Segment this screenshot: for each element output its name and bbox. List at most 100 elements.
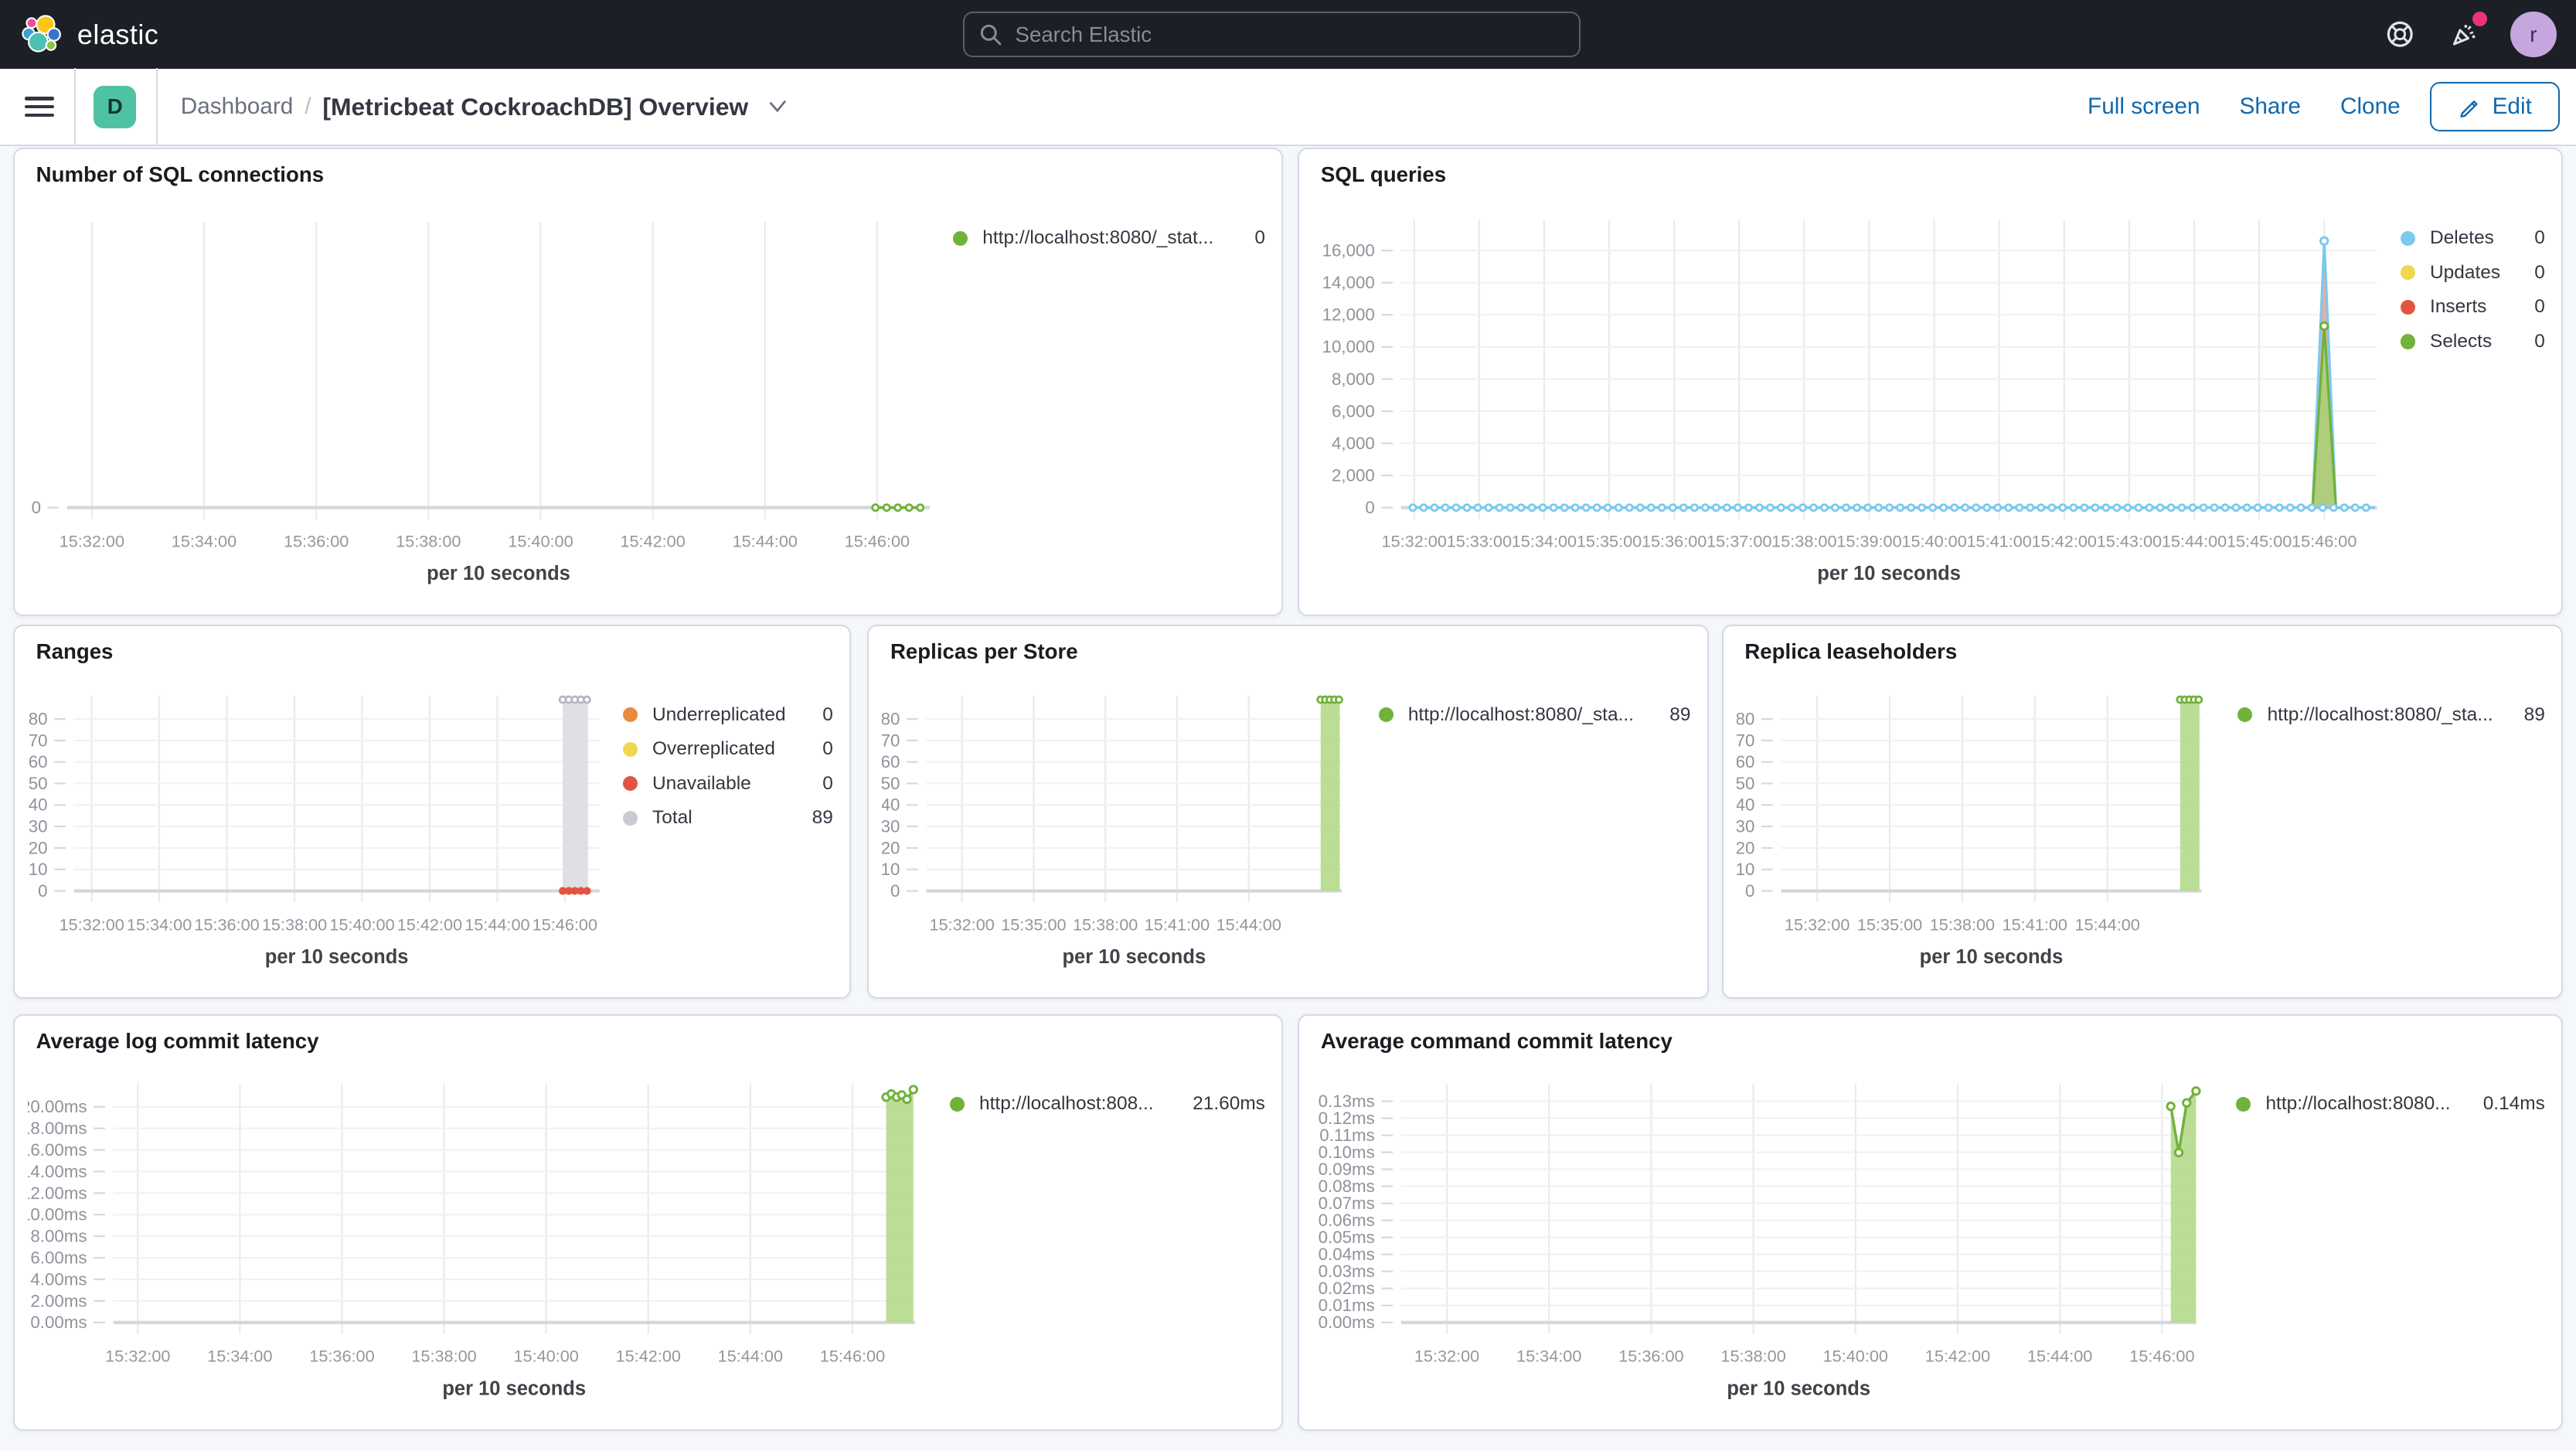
svg-text:per 10 seconds: per 10 seconds [1063, 946, 1206, 968]
chart-average-log-commit-latency[interactable]: 15:32:00 15:34:00 15:36:00 15:38:00 15:40:00… [28, 1064, 1268, 1416]
legend-item[interactable]: Total 89 [622, 805, 833, 831]
svg-text:8,000: 8,000 [1332, 370, 1375, 389]
svg-text:per 10 seconds: per 10 seconds [265, 946, 409, 968]
svg-text:per 10 seconds: per 10 seconds [1818, 563, 1962, 584]
svg-text:70: 70 [29, 731, 48, 750]
svg-text:15:32:00: 15:32:00 [60, 532, 124, 551]
search-input[interactable]: Search Elastic [962, 11, 1581, 58]
legend-series-value: 0 [822, 703, 833, 725]
svg-text:15:42:00: 15:42:00 [397, 915, 462, 934]
svg-text:15:32:00: 15:32:00 [1382, 532, 1447, 551]
svg-text:15:40:00: 15:40:00 [508, 532, 573, 551]
elastic-logo[interactable]: elastic [0, 13, 158, 56]
svg-text:15:32:00: 15:32:00 [1785, 915, 1849, 934]
legend-item[interactable]: http://localhost:8080/_sta... 89 [2237, 702, 2545, 728]
svg-text:4.00ms: 4.00ms [30, 1270, 87, 1289]
legend-item[interactable]: Inserts 0 [2400, 294, 2545, 320]
legend-series-label: Selects [2430, 330, 2493, 352]
svg-text:10: 10 [29, 860, 48, 879]
svg-text:15:46:00: 15:46:00 [820, 1347, 885, 1366]
legend-item[interactable]: Selects 0 [2400, 329, 2545, 355]
share-button[interactable]: Share [2239, 94, 2301, 120]
legend-item[interactable]: Deletes 0 [2400, 225, 2545, 251]
legend-item[interactable]: http://localhost:808... 21.60ms [949, 1091, 1265, 1117]
legend-series-value: 0 [1254, 227, 1265, 249]
avatar-initial: r [2530, 22, 2537, 46]
legend-item[interactable]: Underreplicated 0 [622, 702, 833, 728]
full-screen-button[interactable]: Full screen [2088, 94, 2200, 120]
chart-number-of-sql-connections[interactable]: 15:32:00 15:34:00 15:36:00 15:38:00 15:40:00… [28, 199, 1268, 601]
svg-text:per 10 seconds: per 10 seconds [1919, 946, 2063, 968]
chart-legend: Underreplicated 0 Overreplicated 0 Unavailab… [622, 702, 833, 832]
svg-text:15:40:00: 15:40:00 [1902, 532, 1967, 551]
svg-text:15:42:00: 15:42:00 [2032, 532, 2097, 551]
chart-sql-queries[interactable]: 15:32:00 15:33:00 15:34:00 15:35:00 15:36:00… [1312, 199, 2548, 601]
svg-text:15:37:00: 15:37:00 [1707, 532, 1771, 551]
svg-text:15:34:00: 15:34:00 [207, 1347, 272, 1366]
chart-ranges[interactable]: 15:32:00 15:34:00 15:36:00 15:38:00 15:40:00… [28, 676, 836, 985]
svg-text:0.05ms: 0.05ms [1319, 1228, 1375, 1247]
legend-series-dot [2237, 707, 2253, 723]
legend-item[interactable]: Updates 0 [2400, 260, 2545, 286]
breadcrumb: Dashboard / [Metricbeat CockroachDB] Ove… [181, 93, 788, 121]
chart-legend: http://localhost:8080/_sta... 89 [2237, 702, 2545, 728]
user-avatar[interactable]: r [2510, 11, 2557, 58]
svg-text:15:34:00: 15:34:00 [1516, 1347, 1581, 1366]
svg-text:20.00ms: 20.00ms [28, 1098, 87, 1117]
help-icon[interactable] [2382, 16, 2418, 53]
chart-replica-leaseholders[interactable]: 15:32:00 15:35:00 15:38:00 15:41:00 15:44:00… [1737, 676, 2548, 985]
clone-button[interactable]: Clone [2339, 94, 2401, 120]
svg-text:70: 70 [1737, 731, 1754, 750]
legend-series-label: http://localhost:8080/_sta... [2267, 703, 2493, 725]
panel-number-of-sql-connections: Number of SQL connections 15:32:00 15:34:… [13, 148, 1284, 617]
svg-text:40: 40 [882, 795, 900, 814]
brand-name: elastic [77, 18, 159, 50]
legend-item[interactable]: http://localhost:8080/_sta... 89 [1378, 702, 1690, 728]
global-header: elastic Search Elastic [0, 0, 2576, 70]
legend-series-dot [949, 1096, 965, 1112]
legend-item[interactable]: Overreplicated 0 [622, 736, 833, 762]
page-title[interactable]: [Metricbeat CockroachDB] Overview [322, 92, 749, 121]
menu-icon[interactable] [24, 97, 55, 117]
svg-text:0: 0 [890, 880, 900, 900]
edit-button[interactable]: Edit [2429, 82, 2560, 132]
legend-series-value: 0 [2534, 296, 2545, 318]
legend-item[interactable]: http://localhost:8080/_stat... 0 [953, 225, 1265, 251]
svg-text:15:38:00: 15:38:00 [1073, 915, 1138, 934]
svg-text:10.00ms: 10.00ms [28, 1205, 87, 1224]
news-icon[interactable] [2446, 11, 2488, 53]
legend-series-value: 0 [2534, 330, 2545, 352]
chart-replicas-per-store[interactable]: 15:32:00 15:35:00 15:38:00 15:41:00 15:44:00… [882, 676, 1693, 985]
svg-text:60: 60 [882, 752, 900, 771]
svg-text:15:33:00: 15:33:00 [1447, 532, 1512, 551]
dashboard-badge[interactable]: D [94, 85, 137, 128]
svg-text:16,000: 16,000 [1322, 241, 1375, 261]
svg-text:80: 80 [1737, 709, 1754, 728]
svg-text:0.13ms: 0.13ms [1319, 1092, 1375, 1111]
chevron-down-icon[interactable] [767, 96, 788, 118]
svg-text:0.11ms: 0.11ms [1320, 1126, 1375, 1145]
svg-text:15:40:00: 15:40:00 [513, 1347, 578, 1366]
legend-series-label: http://localhost:8080... [2265, 1093, 2451, 1115]
svg-text:per 10 seconds: per 10 seconds [427, 563, 570, 584]
svg-text:15:40:00: 15:40:00 [329, 915, 394, 934]
svg-text:15:43:00: 15:43:00 [2097, 532, 2162, 551]
legend-item[interactable]: Unavailable 0 [622, 771, 833, 797]
svg-text:6.00ms: 6.00ms [30, 1248, 87, 1268]
svg-text:15:42:00: 15:42:00 [616, 1347, 681, 1366]
svg-text:0.06ms: 0.06ms [1319, 1211, 1375, 1230]
panel-title: Average log commit latency [36, 1028, 319, 1053]
panel-replica-leaseholders: Replica leaseholders 15:32:00 15:35:00 15:… [1721, 624, 2564, 1000]
legend-series-label: http://localhost:808... [979, 1093, 1154, 1115]
svg-text:15:46:00: 15:46:00 [533, 915, 597, 934]
chart-legend: http://localhost:8080... 0.14ms [2236, 1091, 2545, 1117]
svg-text:10: 10 [1737, 860, 1754, 879]
legend-item[interactable]: http://localhost:8080... 0.14ms [2236, 1091, 2545, 1117]
chart-legend: Deletes 0 Updates 0 Inserts 0 Selects 0 [2400, 225, 2545, 355]
svg-text:15:46:00: 15:46:00 [845, 532, 910, 551]
legend-series-label: Deletes [2430, 227, 2494, 249]
svg-text:15:38:00: 15:38:00 [1721, 1347, 1786, 1366]
chart-average-command-commit-latency[interactable]: 15:32:00 15:34:00 15:36:00 15:38:00 15:40:00… [1312, 1064, 2548, 1416]
breadcrumb-dashboard[interactable]: Dashboard [180, 94, 294, 120]
svg-text:14.00ms: 14.00ms [28, 1162, 87, 1181]
